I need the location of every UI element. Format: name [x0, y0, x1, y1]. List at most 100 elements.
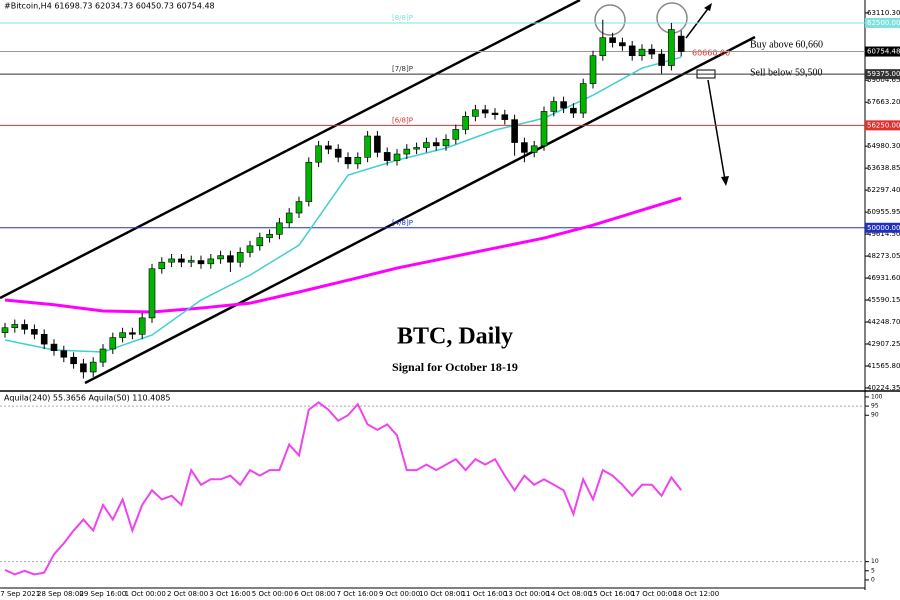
candle-body: [217, 255, 224, 260]
y-tick-label: 45590.15: [867, 296, 900, 304]
level-label: [8/8]P: [392, 14, 413, 22]
buy-note: Buy above 60,660: [750, 39, 823, 50]
y-tick-label: 52297.40: [867, 186, 900, 194]
candle-body: [540, 111, 548, 147]
x-tick-label: 2 Oct 08:00: [167, 590, 208, 598]
candle-body: [374, 135, 381, 153]
x-tick-label: 11 Oct 16:00: [462, 590, 508, 598]
candle-body: [187, 260, 195, 263]
x-tick-label: 10 Oct 08:00: [419, 590, 465, 598]
candle-body: [550, 101, 558, 112]
y-tick-label: 0: [871, 576, 875, 583]
sell-note: Sell below 59,500: [750, 67, 823, 78]
level-box: [865, 222, 900, 233]
candle-body: [178, 258, 185, 263]
candle-body: [305, 161, 313, 202]
y-tick-label: 54980.30: [867, 142, 900, 150]
candle-body: [119, 332, 126, 338]
candle-body: [393, 153, 401, 161]
down-arrowhead: [721, 176, 729, 186]
x-tick-label: 9 Oct 00:00: [379, 590, 420, 598]
candle-body: [109, 337, 117, 350]
candle-body: [599, 37, 607, 57]
candle-body: [560, 101, 567, 109]
candle-body: [403, 148, 411, 155]
x-tick-label: 14 Oct 08:00: [546, 590, 592, 598]
candle-body: [354, 157, 362, 165]
x-tick-label: 7 Oct 16:00: [337, 590, 378, 598]
candle-body: [1, 327, 9, 333]
candle-body: [648, 48, 656, 55]
candle-body: [658, 53, 665, 66]
x-tick-label: 3 Oct 16:00: [209, 590, 250, 598]
candle-body: [11, 324, 19, 329]
x-tick-label: 5 Oct 00:00: [252, 590, 293, 598]
candle-body: [80, 363, 87, 373]
candle-body: [138, 317, 146, 335]
y-tick-label: 63110.30: [867, 9, 900, 17]
level-box: [865, 17, 900, 28]
y-tick-label: 42907.25: [867, 340, 900, 348]
candle-body: [197, 260, 205, 265]
candle-body: [334, 148, 342, 158]
candle-body: [21, 324, 28, 330]
candle-body: [481, 109, 489, 114]
candle-body: [589, 55, 597, 84]
channel-lower: [84, 35, 756, 385]
current-price-box: [865, 46, 900, 57]
candle-body: [677, 35, 685, 52]
candle-body: [295, 201, 303, 214]
candle-body: [148, 268, 156, 319]
y-tick-label: 50955.95: [867, 208, 900, 216]
y-tick-label: 46931.60: [867, 274, 900, 282]
candle-body: [619, 42, 626, 47]
oscillator-line: [4, 401, 682, 576]
candle-body: [60, 350, 68, 358]
top-circle: [594, 4, 626, 36]
y-tick-label: 90: [871, 412, 879, 419]
candle-body: [501, 114, 509, 120]
level-label: [6/8]P: [392, 116, 413, 124]
candle-body: [236, 252, 244, 263]
candle-body: [638, 48, 646, 57]
candle-body: [570, 107, 577, 114]
channel-upper: [0, 0, 581, 300]
level-label: [4/8]P: [392, 219, 413, 227]
candle-body: [364, 135, 371, 158]
level-box: [865, 69, 900, 80]
candle-body: [168, 258, 175, 263]
candle-body: [462, 116, 469, 130]
moving-average: [4, 196, 682, 314]
candle-body: [511, 119, 518, 143]
y-tick-label: 41565.80: [867, 362, 900, 370]
candle-body: [129, 332, 136, 335]
candle-body: [413, 147, 420, 150]
candle-body: [40, 333, 48, 345]
candle-body: [442, 138, 450, 147]
candle-body: [285, 212, 293, 224]
candle-body: [521, 142, 528, 153]
level-price: 59375.00: [867, 70, 900, 78]
candle-body: [227, 255, 234, 263]
candle-body: [89, 361, 97, 373]
level-price: 56250.00: [867, 121, 900, 129]
candle-body: [472, 109, 479, 117]
candle-body: [246, 245, 254, 253]
x-tick-label: 27 Sep 2021: [0, 590, 40, 598]
candle-body: [344, 157, 352, 165]
candle-body: [452, 129, 460, 140]
candle-body: [70, 356, 77, 365]
y-tick-label: 59004.65: [867, 76, 900, 84]
y-tick-label: 5: [871, 567, 875, 574]
y-tick-label: 44248.70: [867, 318, 900, 326]
level-box: [865, 120, 900, 131]
candle-body: [276, 222, 283, 235]
candle-body: [530, 145, 538, 153]
candle-body: [99, 348, 107, 363]
x-tick-label: 6 Oct 08:00: [294, 590, 335, 598]
candle-body: [609, 37, 616, 43]
price-marker: 60660.00: [692, 49, 730, 58]
candle-body: [31, 329, 38, 335]
candle-body: [668, 29, 675, 66]
